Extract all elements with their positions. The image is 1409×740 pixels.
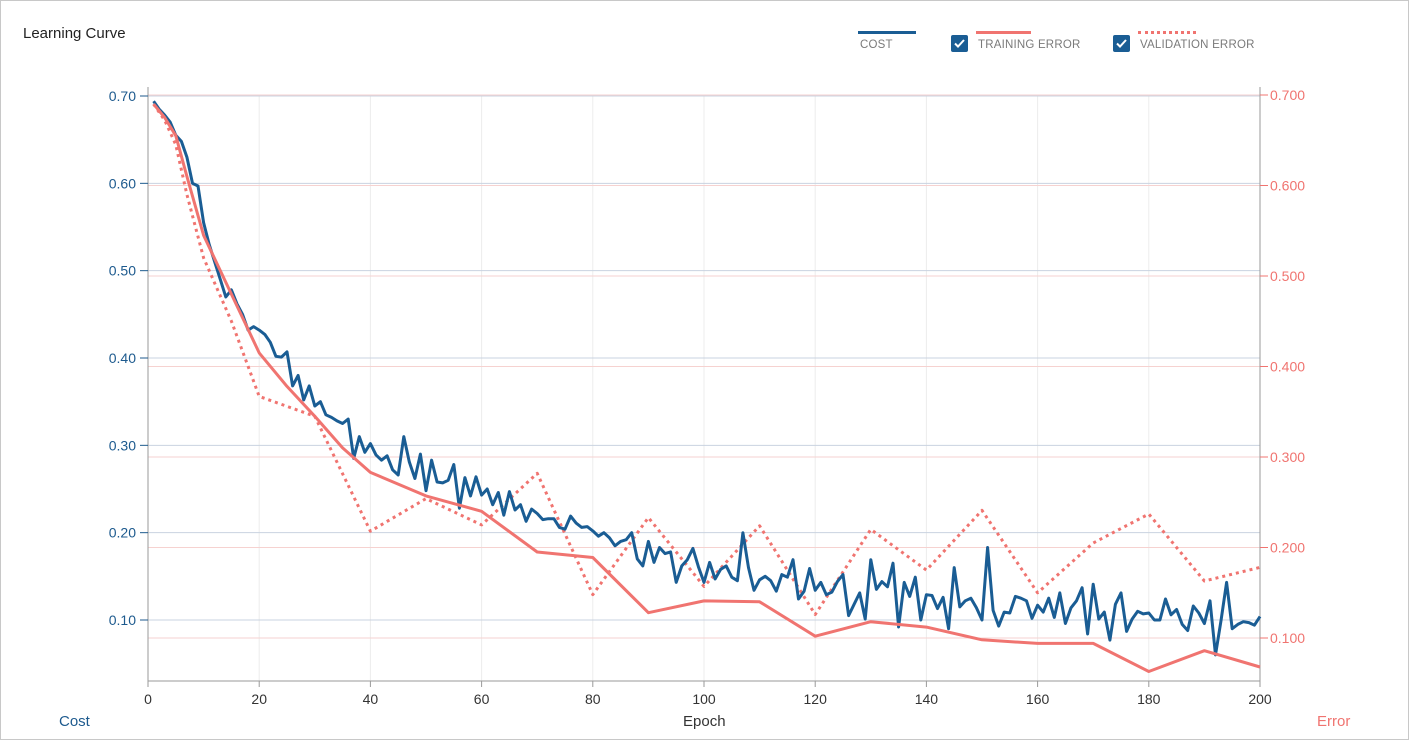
chart-title: Learning Curve xyxy=(23,25,126,42)
x-tick-label: 160 xyxy=(1026,691,1050,707)
legend-item-cost: COST xyxy=(856,31,918,57)
x-tick-label: 200 xyxy=(1248,691,1272,707)
legend-swatch-training-error xyxy=(976,31,1031,34)
x-tick-label: 60 xyxy=(474,691,490,707)
y-right-tick-label: 0.300 xyxy=(1270,449,1305,465)
checkmark-icon xyxy=(1116,39,1127,48)
y-right-tick-label: 0.700 xyxy=(1270,87,1305,103)
x-tick-label: 120 xyxy=(804,691,828,707)
checkmark-icon xyxy=(954,39,965,48)
series-training-error-line xyxy=(152,103,1261,673)
x-tick-label: 0 xyxy=(144,691,152,707)
y-left-tick-label: 0.20 xyxy=(109,525,136,541)
x-tick-label: 100 xyxy=(692,691,716,707)
left-axis-title: Cost xyxy=(59,713,90,730)
x-tick-label: 80 xyxy=(585,691,601,707)
training-error-checkbox[interactable] xyxy=(951,35,968,52)
y-left-tick-label: 0.50 xyxy=(109,263,136,279)
y-right-tick-label: 0.600 xyxy=(1270,178,1305,194)
y-right-tick-label: 0.400 xyxy=(1270,359,1305,375)
legend-item-validation-error[interactable]: VALIDATION ERROR xyxy=(1113,31,1273,57)
x-tick-label: 140 xyxy=(915,691,939,707)
legend-label-training-error: TRAINING ERROR xyxy=(978,39,1081,51)
legend-swatch-cost xyxy=(858,31,916,34)
y-right-tick-label: 0.200 xyxy=(1270,540,1305,556)
series-validation-error-line xyxy=(152,103,1261,616)
x-tick-label: 20 xyxy=(251,691,267,707)
x-tick-label: 180 xyxy=(1137,691,1161,707)
y-left-tick-label: 0.60 xyxy=(109,175,136,191)
x-tick-label: 40 xyxy=(363,691,379,707)
right-axis-title: Error xyxy=(1317,713,1351,730)
x-axis-title: Epoch xyxy=(683,713,726,730)
legend-swatch-validation-error xyxy=(1138,31,1196,34)
legend-label-validation-error: VALIDATION ERROR xyxy=(1140,39,1255,51)
y-right-tick-label: 0.500 xyxy=(1270,268,1305,284)
y-left-tick-label: 0.10 xyxy=(109,612,136,628)
legend-label-cost: COST xyxy=(860,39,893,51)
y-left-tick-label: 0.30 xyxy=(109,437,136,453)
series-cost-line xyxy=(152,100,1262,657)
y-left-tick-label: 0.70 xyxy=(109,88,136,104)
y-left-tick-label: 0.40 xyxy=(109,350,136,366)
y-right-tick-label: 0.100 xyxy=(1270,630,1305,646)
validation-error-checkbox[interactable] xyxy=(1113,35,1130,52)
legend-item-training-error[interactable]: TRAINING ERROR xyxy=(951,31,1091,57)
